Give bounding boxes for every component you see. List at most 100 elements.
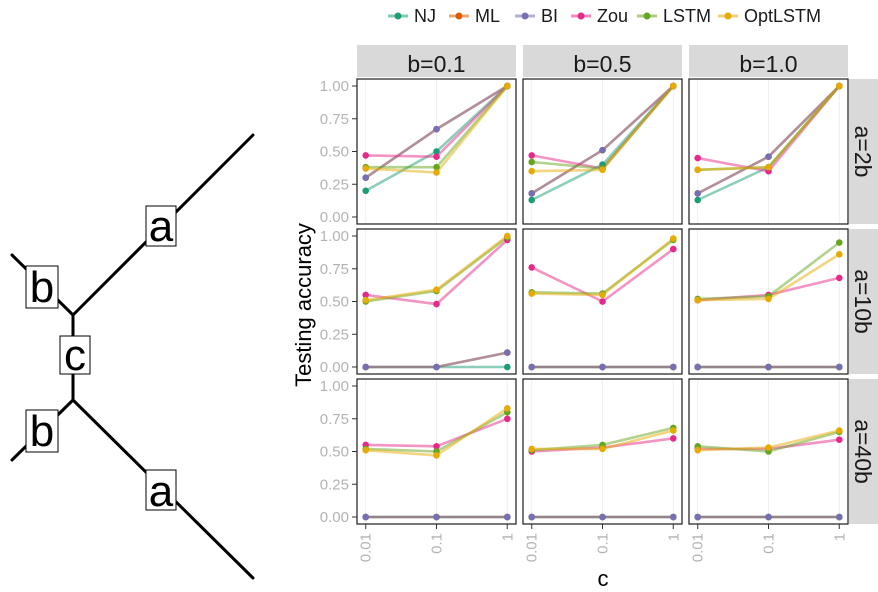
panel-1-1 (522, 228, 683, 375)
data-point-nj (362, 187, 370, 195)
data-point-zou (528, 152, 535, 159)
data-point-nj (694, 196, 701, 204)
strip-row-bg (849, 79, 878, 224)
legend-label: ML (475, 6, 500, 26)
legend-label: Zou (597, 6, 628, 26)
data-point-bi (528, 190, 535, 197)
strip-col-bg (523, 45, 682, 77)
tree-diagram (10, 133, 255, 580)
panel-2-0 (356, 378, 517, 525)
y-tick-label: 0.50 (320, 294, 349, 311)
x-tick-label: 0.1 (761, 533, 778, 554)
legend-item-optlstm: OptLSTM (718, 6, 821, 26)
data-point-optlstm (670, 427, 677, 434)
data-point-zou (694, 154, 701, 162)
data-point-optlstm (765, 163, 772, 171)
legend: NJ ML BI Zou LSTM OptLSTM (388, 6, 821, 26)
y-tick-label: 0.75 (320, 261, 349, 278)
legend-label: NJ (414, 6, 436, 26)
legend-label: LSTM (663, 6, 711, 26)
panel-border (688, 78, 849, 225)
strip-row-label: a=10b (850, 269, 876, 334)
data-point-zou (670, 245, 677, 253)
data-point-bi (694, 190, 701, 197)
y-tick-label: 0.25 (320, 476, 349, 493)
panel-border (522, 78, 683, 225)
facet-strips: b=0.1 b=0.5 b=1.0 a=2b a=10b a=40b (357, 45, 878, 524)
data-point-optlstm (836, 251, 843, 258)
data-point-nj (528, 196, 535, 204)
data-point-optlstm (694, 446, 701, 454)
data-point-optlstm (528, 290, 535, 297)
legend-key-point (394, 12, 402, 20)
data-point-bi (836, 513, 843, 521)
data-point-bi (599, 363, 606, 371)
data-point-bi (670, 363, 677, 371)
strip-row-bg (849, 379, 878, 524)
data-point-bi (504, 513, 511, 521)
strip-row-label: a=40b (850, 419, 876, 484)
legend-item-lstm: LSTM (637, 6, 711, 26)
tree-label-c: c (64, 331, 86, 380)
facet-panels (356, 78, 849, 525)
data-point-zou (836, 436, 843, 444)
data-point-bi (362, 513, 370, 521)
data-point-optlstm (362, 446, 370, 454)
legend-label: OptLSTM (744, 6, 821, 26)
x-tick-label: 0.01 (358, 533, 375, 562)
data-point-optlstm (836, 82, 843, 90)
legend-key-point (577, 12, 585, 20)
strip-row-label: a=2b (850, 126, 876, 178)
data-point-optlstm (694, 166, 701, 174)
data-point-optlstm (528, 167, 535, 175)
x-tick-label: 0.01 (690, 533, 707, 562)
tree-label-box (25, 409, 59, 453)
panel-border (688, 228, 849, 375)
y-tick-label: 0.75 (320, 111, 349, 128)
panel-2-1 (522, 378, 683, 525)
data-point-bi (694, 513, 701, 521)
data-point-bi (362, 363, 370, 371)
data-point-zou (433, 300, 440, 308)
data-point-zou (528, 264, 535, 271)
y-tick-label: 0.00 (320, 209, 349, 226)
x-tick-label: 0.1 (429, 533, 446, 554)
legend-key-point (643, 12, 651, 20)
data-point-zou (599, 298, 606, 305)
y-tick-label: 0.50 (320, 444, 349, 461)
y-tick-label: 0.25 (320, 326, 349, 343)
data-point-optlstm (433, 452, 440, 459)
y-tick-label: 1.00 (320, 228, 349, 245)
data-point-optlstm (504, 82, 511, 90)
tree-label-box (59, 335, 91, 375)
x-tick-label: 0.1 (595, 533, 612, 554)
legend-label: BI (541, 6, 558, 26)
panel-1-2 (688, 228, 849, 375)
data-point-optlstm (836, 427, 843, 434)
data-point-optlstm (670, 235, 677, 242)
data-point-lstm (836, 239, 843, 246)
data-point-zou (433, 443, 440, 450)
data-point-bi (362, 174, 370, 181)
data-point-bi (670, 513, 677, 521)
data-point-optlstm (694, 296, 701, 304)
strip-col-bg (357, 45, 516, 77)
data-point-optlstm (504, 405, 511, 412)
legend-key-point (521, 12, 529, 20)
strip-col-label: b=1.0 (739, 51, 797, 77)
data-point-bi (528, 513, 535, 521)
data-point-bi (599, 146, 606, 154)
tree-label-a-top: a (149, 202, 174, 251)
data-point-lstm (528, 158, 535, 166)
legend-item-ml: ML (449, 6, 500, 26)
data-point-optlstm (433, 286, 440, 294)
data-point-zou (504, 415, 511, 423)
tree-label-a-bottom: a (149, 467, 174, 516)
panel-border (522, 228, 683, 375)
tree-label-box (145, 469, 177, 511)
panel-1-0 (356, 228, 517, 375)
strip-col-label: b=0.1 (407, 51, 465, 77)
x-tick-label: 1 (665, 533, 682, 541)
legend-item-bi: BI (515, 6, 558, 26)
